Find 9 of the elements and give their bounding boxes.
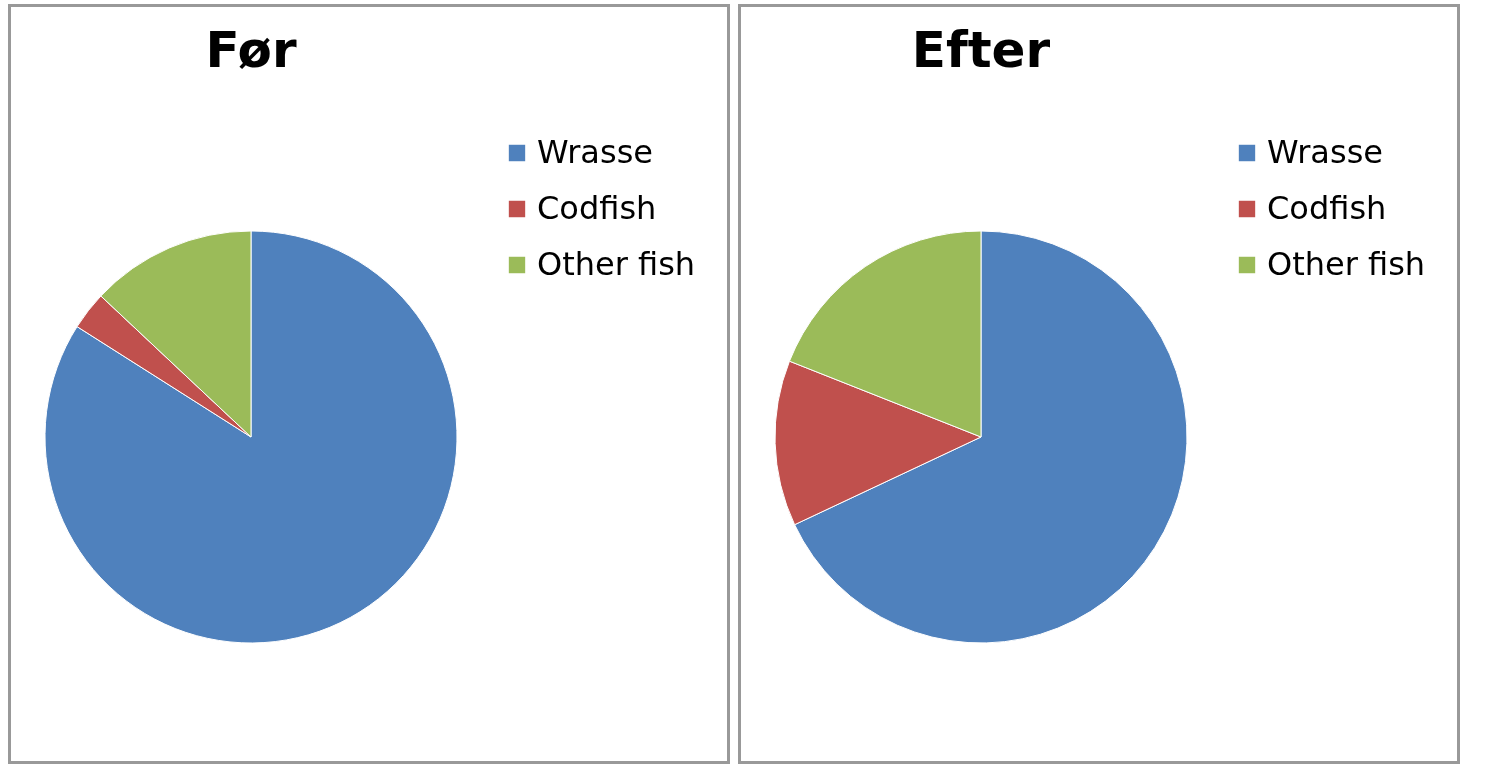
pie-slice bbox=[44, 230, 458, 644]
legend-label: Wrasse bbox=[537, 133, 653, 171]
chart-title: Efter bbox=[911, 21, 1051, 79]
legend-label: Other fish bbox=[1267, 245, 1426, 283]
legend-label: Other fish bbox=[537, 245, 696, 283]
legend-label: Wrasse bbox=[1267, 133, 1383, 171]
legend-label: Codfish bbox=[1267, 189, 1387, 227]
chart-title: Før bbox=[205, 21, 297, 79]
legend-label: Codfish bbox=[537, 189, 657, 227]
